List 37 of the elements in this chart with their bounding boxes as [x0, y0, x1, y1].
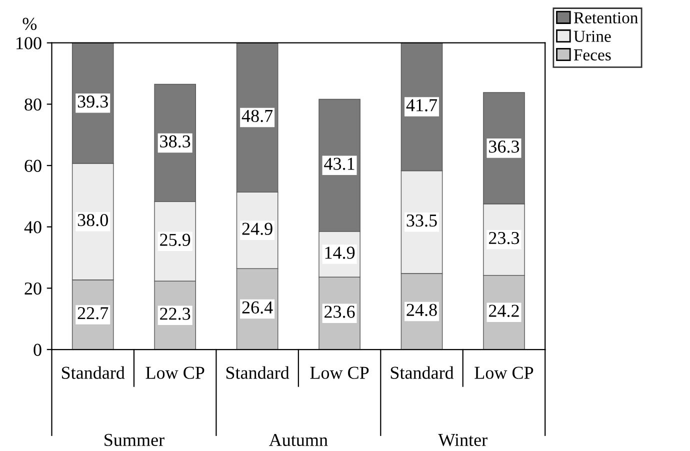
y-tick-label: 100 — [16, 37, 42, 50]
text: Summer — [104, 434, 164, 446]
x-tick-label: Low CP — [310, 366, 369, 379]
legend-label: Urine — [574, 30, 611, 42]
data-label: 24.2 — [488, 304, 519, 318]
data-label: 23.6 — [324, 306, 355, 318]
x-tick-label: Standard — [390, 366, 454, 379]
data-label: 48.7 — [242, 110, 273, 122]
y-axis-title: % — [22, 18, 37, 30]
text: Autumn — [269, 434, 328, 446]
data-label: 24.8 — [406, 304, 437, 316]
data-label: 39.3 — [78, 95, 108, 108]
x-tick-label: Standard — [62, 366, 125, 379]
data-label: 36.3 — [489, 140, 520, 153]
legend-label: Retention — [574, 12, 638, 24]
data-label: 38.3 — [160, 135, 190, 148]
data-label: 38.0 — [78, 214, 108, 226]
text: Winter — [438, 434, 488, 446]
x-tick-label: Low CP — [146, 366, 204, 379]
legend-label: Feces — [574, 49, 611, 61]
data-label: 25.9 — [160, 234, 190, 246]
y-tick-label: 40 — [24, 221, 42, 234]
data-label: 24.9 — [242, 222, 272, 235]
data-label: 43.1 — [324, 158, 354, 170]
data-label: 14.9 — [325, 246, 355, 259]
y-tick-label: 60 — [24, 160, 42, 172]
y-tick-label: 20 — [24, 282, 42, 295]
data-label: 41.7 — [406, 99, 438, 112]
y-tick-label: 80 — [24, 98, 42, 111]
data-label: 33.5 — [406, 214, 437, 227]
x-tick-label: Standard — [226, 366, 290, 379]
y-tick-label: 0 — [34, 344, 42, 356]
data-label: 26.4 — [242, 301, 273, 314]
data-label: 23.3 — [488, 232, 520, 244]
data-label: 22.3 — [160, 308, 190, 320]
x-tick-label: Low CP — [474, 366, 534, 379]
data-label: 22.7 — [78, 307, 108, 320]
